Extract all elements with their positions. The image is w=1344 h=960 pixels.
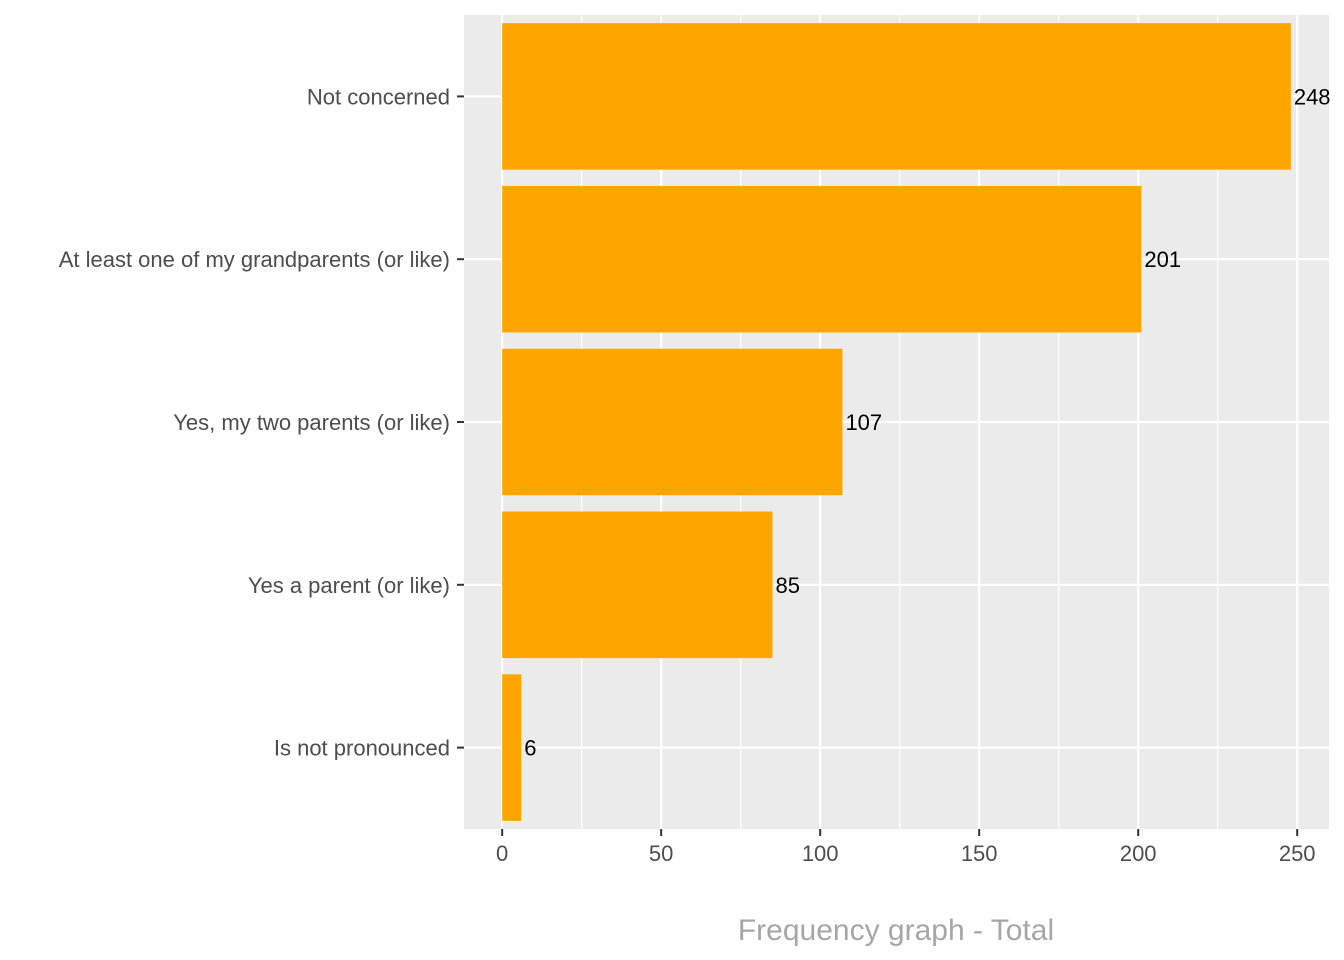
data-label: 107	[845, 410, 882, 435]
bar	[502, 348, 843, 496]
x-tick-label: 200	[1120, 841, 1157, 866]
data-label: 201	[1144, 247, 1181, 272]
bar	[502, 511, 773, 659]
x-axis: 0 50 100 150 200 250	[496, 829, 1316, 866]
bar	[502, 674, 522, 821]
data-label: 85	[775, 573, 799, 598]
x-tick-label: 150	[961, 841, 998, 866]
bars-group	[502, 23, 1291, 821]
bar	[502, 23, 1291, 170]
category-label: Yes, my two parents (or like)	[173, 410, 450, 435]
category-label: Yes a parent (or like)	[248, 573, 450, 598]
x-tick-label: 100	[802, 841, 839, 866]
category-label: Not concerned	[307, 84, 450, 109]
y-axis: Not concerned At least one of my grandpar…	[59, 84, 464, 761]
category-label: At least one of my grandparents (or like…	[59, 247, 450, 272]
bar	[502, 185, 1142, 333]
category-label: Is not pronounced	[274, 736, 450, 761]
x-tick-label: 0	[496, 841, 508, 866]
x-axis-title: Frequency graph - Total	[738, 914, 1054, 947]
x-tick-label: 50	[649, 841, 673, 866]
data-label: 248	[1294, 84, 1331, 109]
data-label: 6	[524, 736, 536, 761]
data-labels-group: 248 201 107 85 6	[524, 84, 1330, 760]
x-tick-label: 250	[1279, 841, 1316, 866]
